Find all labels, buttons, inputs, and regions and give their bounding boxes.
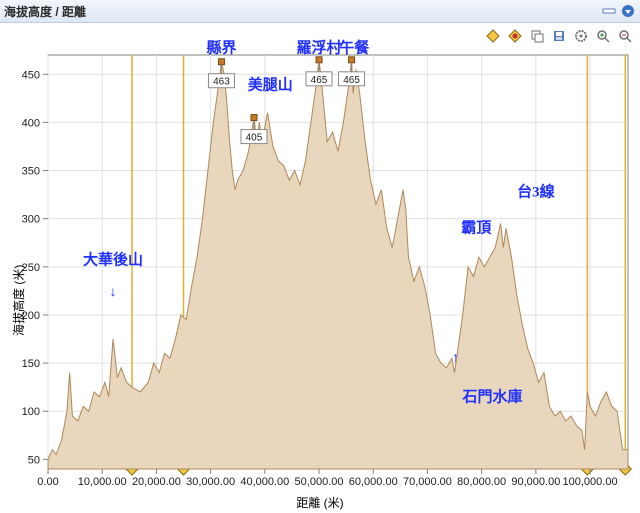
svg-text:50,000.00: 50,000.00 — [295, 476, 344, 488]
x-axis-label: 距離 (米) — [296, 494, 343, 511]
svg-text:350: 350 — [22, 166, 40, 178]
svg-text:465: 465 — [311, 75, 328, 86]
svg-text:100,000.00: 100,000.00 — [563, 476, 618, 488]
chart-area: 0.00 10,000.00 20,000.00 30,000.00 40,000.00… — [0, 47, 640, 513]
elevation-panel: 海拔高度 / 距離 0.00 10,000.00 20,000.00 30,000.0… — [0, 0, 640, 513]
minimize-icon[interactable] — [601, 3, 617, 19]
svg-text:80,000.00: 80,000.00 — [457, 476, 506, 488]
nav-end-icon[interactable] — [506, 27, 524, 45]
dropdown-icon[interactable] — [620, 3, 636, 19]
settings-icon[interactable] — [572, 27, 590, 45]
svg-text:450: 450 — [22, 69, 40, 81]
svg-text:90,000.00: 90,000.00 — [511, 476, 560, 488]
panel-title: 海拔高度 / 距離 — [4, 3, 598, 20]
save-icon[interactable] — [550, 27, 568, 45]
svg-text:100: 100 — [22, 406, 40, 418]
zoom-in-icon[interactable] — [594, 27, 612, 45]
zoom-out-icon[interactable] — [616, 27, 634, 45]
svg-text:10,000.00: 10,000.00 — [78, 476, 127, 488]
svg-text:300: 300 — [22, 214, 40, 226]
svg-text:60,000.00: 60,000.00 — [349, 476, 398, 488]
svg-text:20,000.00: 20,000.00 — [132, 476, 181, 488]
svg-text:405: 405 — [246, 133, 263, 144]
svg-text:400: 400 — [22, 117, 40, 129]
svg-text:40,000.00: 40,000.00 — [240, 476, 289, 488]
svg-text:0.00: 0.00 — [37, 476, 58, 488]
elevation-chart: 0.00 10,000.00 20,000.00 30,000.00 40,000.00… — [0, 47, 640, 513]
svg-text:465: 465 — [343, 75, 360, 86]
copy-icon[interactable] — [528, 27, 546, 45]
chart-toolbar — [0, 23, 640, 47]
nav-start-icon[interactable] — [484, 27, 502, 45]
titlebar: 海拔高度 / 距離 — [0, 0, 640, 23]
svg-text:50: 50 — [28, 454, 40, 466]
svg-text:150: 150 — [22, 358, 40, 370]
y-axis-label: 海拔高度 (米) — [10, 265, 27, 336]
svg-text:30,000.00: 30,000.00 — [186, 476, 235, 488]
svg-text:463: 463 — [213, 77, 230, 88]
svg-text:70,000.00: 70,000.00 — [403, 476, 452, 488]
